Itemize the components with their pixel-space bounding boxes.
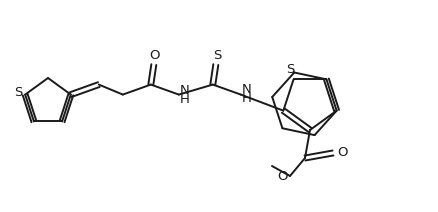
Text: H: H — [180, 93, 190, 106]
Text: S: S — [14, 86, 22, 99]
Text: O: O — [149, 49, 160, 62]
Text: O: O — [338, 146, 348, 159]
Text: H: H — [242, 92, 252, 105]
Text: N: N — [180, 84, 190, 97]
Text: S: S — [286, 63, 295, 76]
Text: O: O — [277, 170, 287, 184]
Text: S: S — [212, 49, 221, 62]
Text: N: N — [242, 83, 252, 96]
